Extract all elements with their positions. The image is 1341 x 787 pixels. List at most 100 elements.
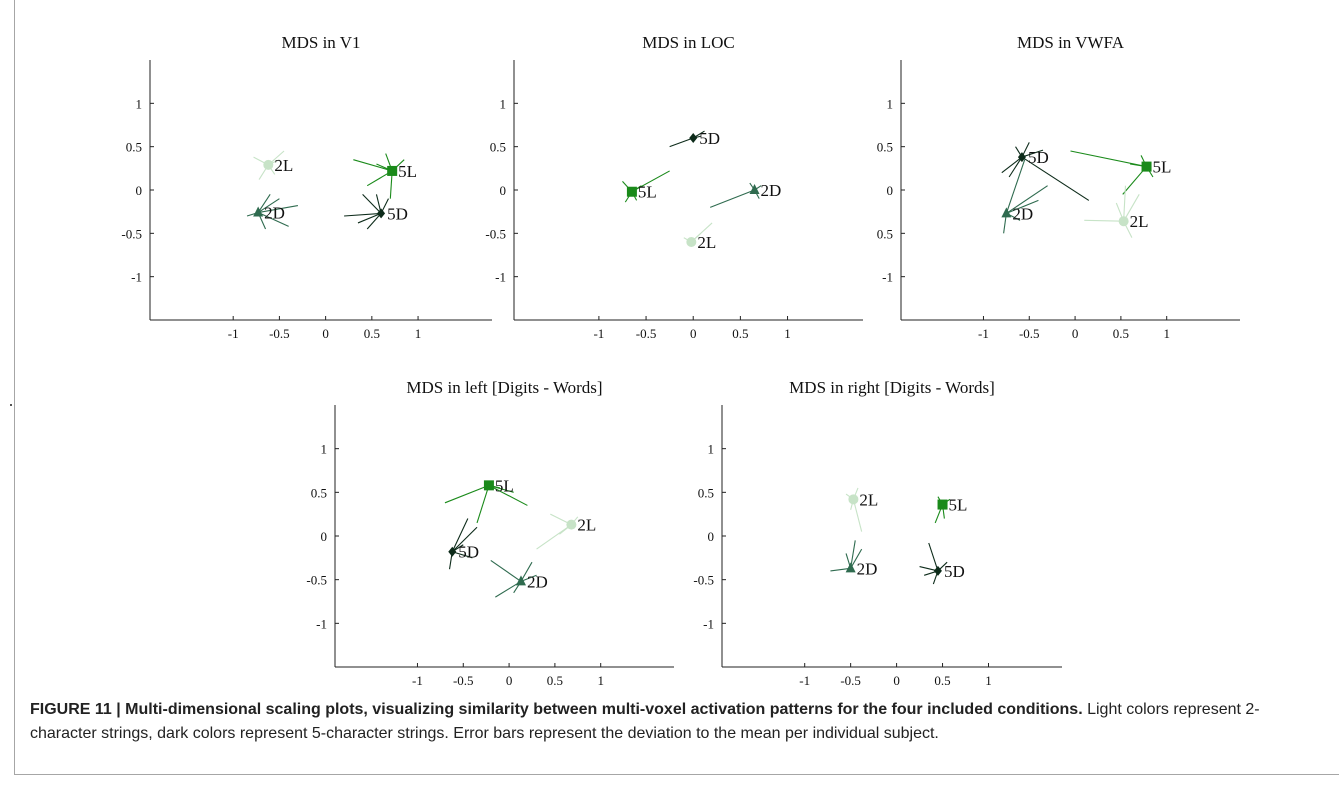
subject-deviation-line — [928, 542, 939, 572]
y-tick-label: -1 — [316, 616, 327, 631]
subject-deviation-line — [1123, 185, 1127, 222]
subject-deviation-line — [366, 213, 382, 230]
y-tick-label: 0.5 — [698, 485, 714, 500]
y-tick-label: 0.5 — [877, 140, 893, 155]
y-tick-label: 0 — [500, 183, 507, 198]
subject-deviation-line — [520, 561, 533, 582]
x-tick-label: 1 — [784, 326, 791, 341]
marker-5D — [689, 133, 698, 143]
subject-deviation-line — [1008, 156, 1023, 178]
mds-figure: MDS in V1 -1 -0.5 0 0.5 1 1 0.5 0 -0.5 -1 2L 2D 5L 5D M… — [121, 33, 1240, 688]
subject-deviation-line — [1021, 156, 1090, 201]
subject-deviation-line — [451, 518, 469, 552]
point-label: 5L — [949, 496, 968, 515]
y-tick-label: 1 — [887, 96, 894, 111]
subject-deviation-line — [830, 567, 851, 572]
point-label: 5D — [944, 562, 965, 581]
subject-deviation-line — [257, 212, 289, 227]
plot-title: MDS in LOC — [642, 33, 735, 52]
plot-title: MDS in VWFA — [1017, 33, 1125, 52]
x-tick-label: 1 — [1163, 326, 1170, 341]
y-tick-label: -1 — [495, 270, 506, 285]
point-label: 5L — [1153, 158, 1172, 177]
x-tick-label: 1 — [985, 673, 992, 688]
marker-5L — [937, 499, 948, 510]
x-tick-label: -0.5 — [269, 326, 290, 341]
plot-title: MDS in V1 — [281, 33, 360, 52]
y-tick-label: 0 — [887, 183, 894, 198]
point-label: 2L — [859, 490, 878, 509]
x-tick-label: -0.5 — [636, 326, 657, 341]
point-label: 5L — [398, 162, 417, 181]
subject-deviation-line — [520, 574, 537, 582]
subject-deviation-line — [353, 159, 393, 172]
plot-title: MDS in right [Digits - Words] — [789, 378, 995, 397]
x-tick-label: 0 — [893, 673, 900, 688]
marker-2D — [845, 562, 856, 573]
x-tick-label: 0.5 — [1113, 326, 1129, 341]
subject-deviation-line — [669, 137, 694, 148]
subject-deviation-line — [709, 189, 755, 208]
caption-body: Light colors represent 2-character strin… — [30, 701, 1260, 742]
x-tick-label: -1 — [978, 326, 989, 341]
mds-plot-4: MDS in left [Digits - Words] -1 -0.5 0 0.5 1 1… — [306, 378, 674, 688]
y-tick-label: 0.5 — [490, 140, 506, 155]
subject-deviation-line — [452, 551, 473, 559]
subject-deviation-line — [1001, 156, 1023, 174]
x-tick-label: -1 — [799, 673, 810, 688]
y-tick-label: 1 — [500, 96, 507, 111]
x-tick-label: 0.5 — [934, 673, 950, 688]
subject-deviation-line — [344, 212, 382, 217]
subject-deviation-line — [488, 484, 528, 506]
point-label: 2L — [274, 156, 293, 175]
x-tick-label: -0.5 — [840, 673, 861, 688]
point-label: 5D — [387, 204, 408, 223]
y-tick-label: -0.5 — [121, 226, 142, 241]
y-tick-label: 0 — [321, 529, 328, 544]
subject-deviation-line — [1021, 149, 1044, 158]
x-tick-label: 0 — [322, 326, 329, 341]
point-label: 2D — [1012, 204, 1033, 223]
subject-deviation-line — [1070, 150, 1147, 168]
subject-deviation-line — [1084, 219, 1124, 222]
subject-deviation-line — [451, 526, 478, 553]
point-label: 2L — [697, 233, 716, 252]
point-label: 5D — [699, 129, 720, 148]
marker-2L — [263, 159, 274, 170]
x-tick-label: -1 — [412, 673, 423, 688]
subject-deviation-line — [852, 499, 863, 532]
marker-2D — [253, 206, 264, 217]
subject-deviation-line — [850, 540, 856, 569]
point-label: 2L — [577, 516, 596, 535]
subject-deviation-line — [444, 484, 490, 504]
marker-5D — [933, 565, 942, 576]
x-tick-label: 0 — [1072, 326, 1079, 341]
subject-deviation-line — [362, 193, 382, 214]
x-tick-label: 0.5 — [547, 673, 563, 688]
y-tick-label: -1 — [882, 270, 893, 285]
y-tick-label: 0.5 — [877, 226, 893, 241]
x-tick-label: 0.5 — [364, 326, 380, 341]
x-tick-label: 1 — [597, 673, 604, 688]
caption-head: FIGURE 11 | Multi-dimensional scaling pl… — [30, 701, 1083, 718]
mds-plot-2: MDS in LOC -1 -0.5 0 0.5 1 1 0.5 0 -0.5 -1 5D 5L 2D 2L — [485, 33, 863, 341]
y-tick-label: 0 — [136, 183, 143, 198]
subject-deviation-line — [476, 485, 490, 524]
marker-5L — [387, 165, 398, 176]
subject-deviation-line — [1123, 194, 1140, 222]
y-tick-label: 0 — [708, 529, 715, 544]
y-tick-label: 0.5 — [311, 485, 327, 500]
y-tick-label: -0.5 — [306, 573, 327, 588]
y-tick-label: -0.5 — [485, 226, 506, 241]
marker-5L — [626, 186, 637, 197]
x-tick-label: 1 — [415, 326, 422, 341]
point-label: 2D — [857, 559, 878, 578]
plot-title: MDS in left [Digits - Words] — [406, 378, 602, 397]
point-label: 2L — [1130, 212, 1149, 231]
point-label: 2D — [761, 181, 782, 200]
x-tick-label: 0.5 — [732, 326, 748, 341]
marker-5D — [448, 546, 457, 557]
x-tick-label: -0.5 — [453, 673, 474, 688]
x-tick-label: -1 — [228, 326, 239, 341]
figure-caption: FIGURE 11 | Multi-dimensional scaling pl… — [30, 698, 1300, 746]
